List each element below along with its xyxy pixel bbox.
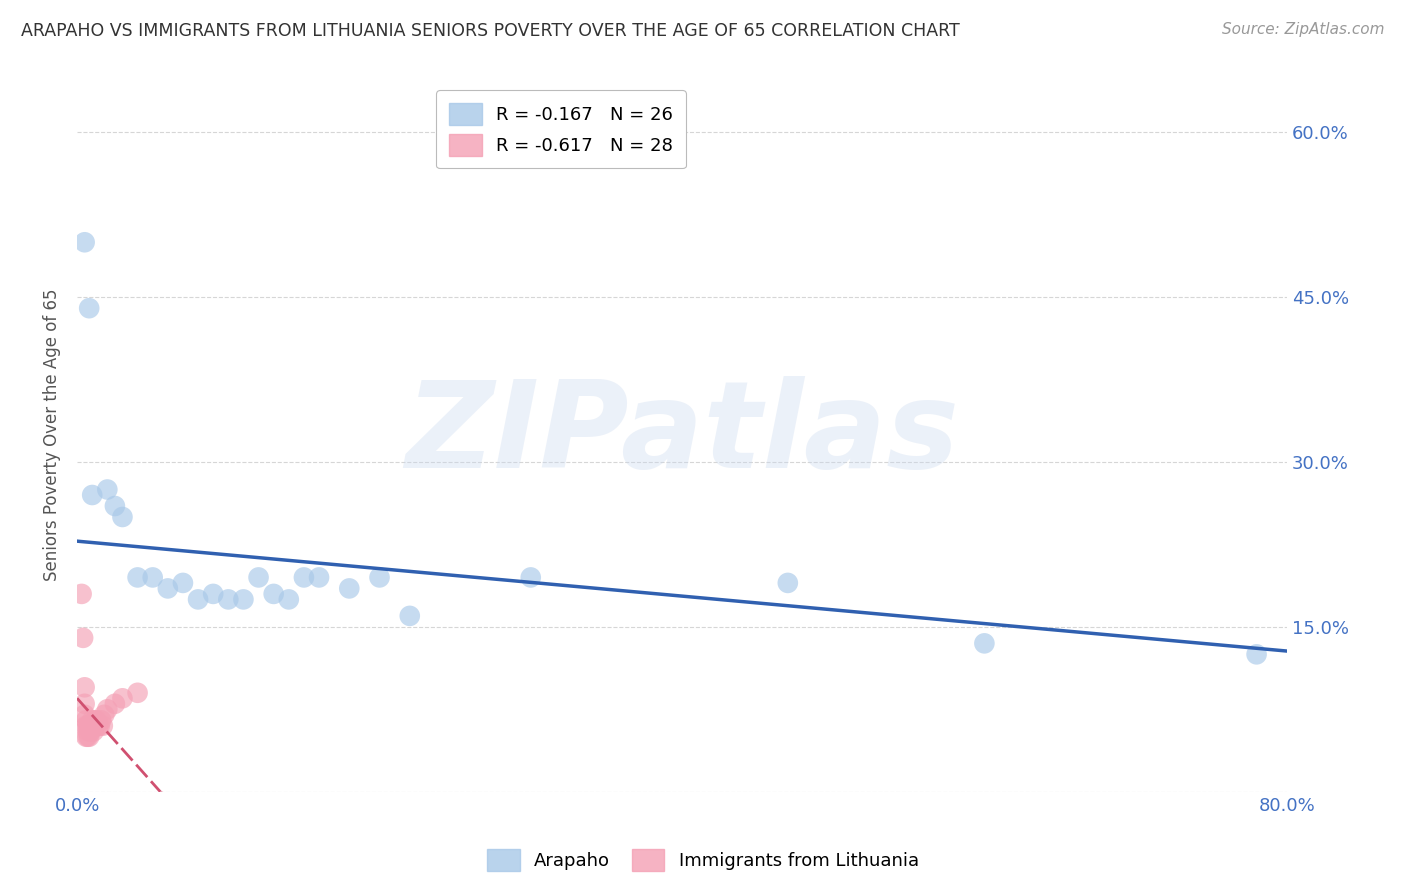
Point: [277, 592, 299, 607]
Point: [76, 719, 98, 733]
Point: [398, 608, 420, 623]
Point: [973, 636, 995, 650]
Point: [308, 570, 330, 584]
Point: [90, 713, 112, 727]
Point: [187, 592, 209, 607]
Point: [70, 587, 93, 601]
Text: Source: ZipAtlas.com: Source: ZipAtlas.com: [1222, 22, 1385, 37]
Point: [75, 713, 97, 727]
Point: [77, 301, 100, 316]
Point: [80, 724, 103, 739]
Point: [519, 570, 541, 584]
Point: [202, 587, 225, 601]
Point: [73, 707, 96, 722]
Point: [111, 691, 134, 706]
Y-axis label: Seniors Poverty Over the Age of 65: Seniors Poverty Over the Age of 65: [44, 288, 60, 581]
Point: [77, 719, 100, 733]
Point: [263, 587, 285, 601]
Point: [87, 719, 110, 733]
Point: [73, 681, 96, 695]
Legend: R = -0.167   N = 26, R = -0.617   N = 28: R = -0.167 N = 26, R = -0.617 N = 28: [436, 90, 686, 169]
Point: [75, 719, 97, 733]
Point: [77, 730, 100, 744]
Point: [86, 713, 108, 727]
Point: [84, 713, 107, 727]
Point: [337, 582, 360, 596]
Point: [104, 499, 127, 513]
Point: [142, 570, 165, 584]
Point: [73, 235, 96, 250]
Point: [368, 570, 391, 584]
Point: [292, 570, 315, 584]
Point: [76, 730, 98, 744]
Point: [72, 631, 94, 645]
Point: [82, 713, 104, 727]
Point: [172, 575, 194, 590]
Point: [1246, 648, 1268, 662]
Point: [82, 719, 104, 733]
Point: [104, 697, 127, 711]
Point: [76, 724, 98, 739]
Point: [156, 582, 179, 596]
Point: [75, 730, 97, 744]
Point: [83, 724, 105, 739]
Point: [776, 575, 799, 590]
Point: [247, 570, 270, 584]
Text: ZIPatlas: ZIPatlas: [405, 376, 959, 493]
Text: ARAPAHO VS IMMIGRANTS FROM LITHUANIA SENIORS POVERTY OVER THE AGE OF 65 CORRELAT: ARAPAHO VS IMMIGRANTS FROM LITHUANIA SEN…: [21, 22, 960, 40]
Point: [96, 483, 118, 497]
Point: [91, 719, 114, 733]
Point: [96, 702, 118, 716]
Point: [127, 570, 149, 584]
Point: [232, 592, 254, 607]
Point: [111, 510, 134, 524]
Point: [82, 488, 104, 502]
Point: [217, 592, 239, 607]
Point: [73, 697, 96, 711]
Point: [93, 707, 115, 722]
Point: [127, 686, 149, 700]
Legend: Arapaho, Immigrants from Lithuania: Arapaho, Immigrants from Lithuania: [479, 842, 927, 879]
Point: [89, 719, 111, 733]
